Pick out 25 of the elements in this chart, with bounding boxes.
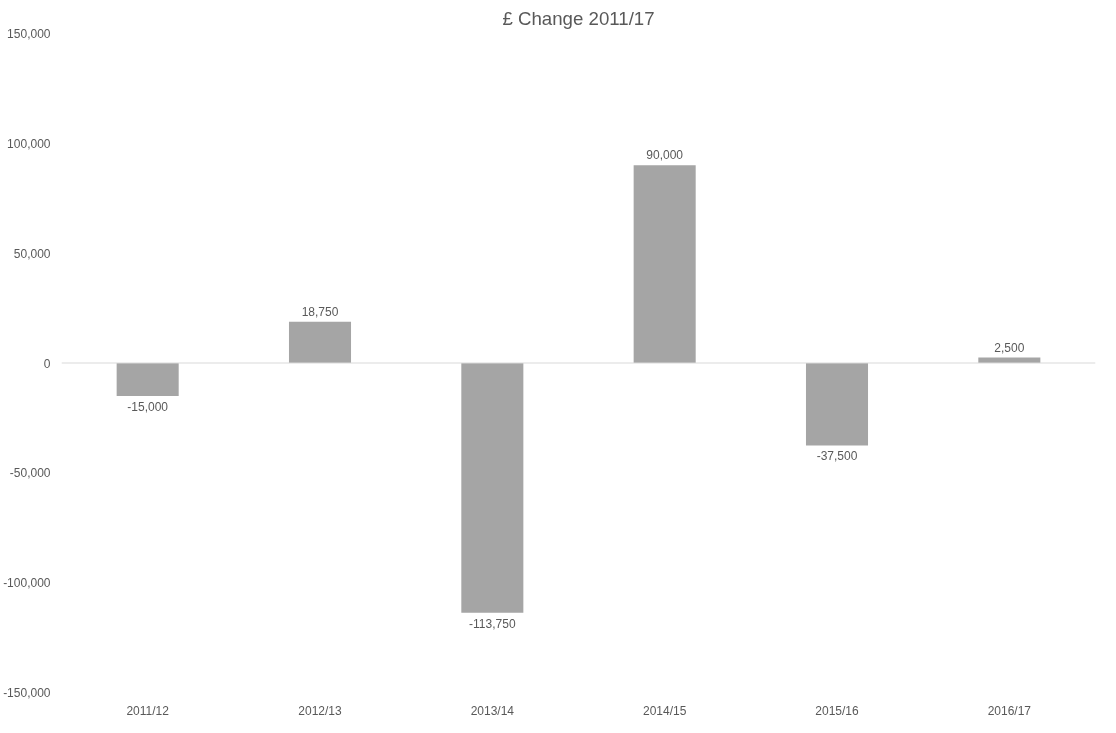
x-tick-label: 2011/12 (126, 703, 170, 718)
bar (461, 363, 524, 613)
bar (288, 321, 352, 363)
x-tick-label: 2012/13 (298, 703, 343, 718)
x-tick-label: 2015/16 (815, 703, 860, 718)
y-tick-label: -150,000 (3, 686, 51, 700)
x-tick-label: 2013/14 (470, 703, 515, 718)
x-tick-label: 2016/17 (987, 703, 1032, 718)
y-tick-label: 0 (43, 356, 51, 371)
data-label: -113,750 (469, 616, 516, 631)
y-tick-label: 100,000 (7, 136, 51, 151)
data-label: 90,000 (646, 148, 684, 163)
chart-title: £ Change 2011/17 (502, 7, 655, 29)
x-tick-label: 2014/15 (642, 703, 687, 718)
data-label: -37,500 (816, 449, 858, 464)
bar (116, 363, 179, 396)
bar (805, 363, 869, 446)
data-label: -15,000 (127, 399, 169, 414)
y-tick-label: 150,000 (7, 27, 51, 41)
data-label: 2,500 (994, 340, 1025, 355)
bar (633, 165, 696, 363)
y-tick-label: -100,000 (3, 576, 51, 591)
y-tick-label: -50,000 (9, 466, 51, 481)
y-tick-label: 50,000 (13, 246, 51, 261)
data-label: 18,750 (301, 304, 339, 319)
